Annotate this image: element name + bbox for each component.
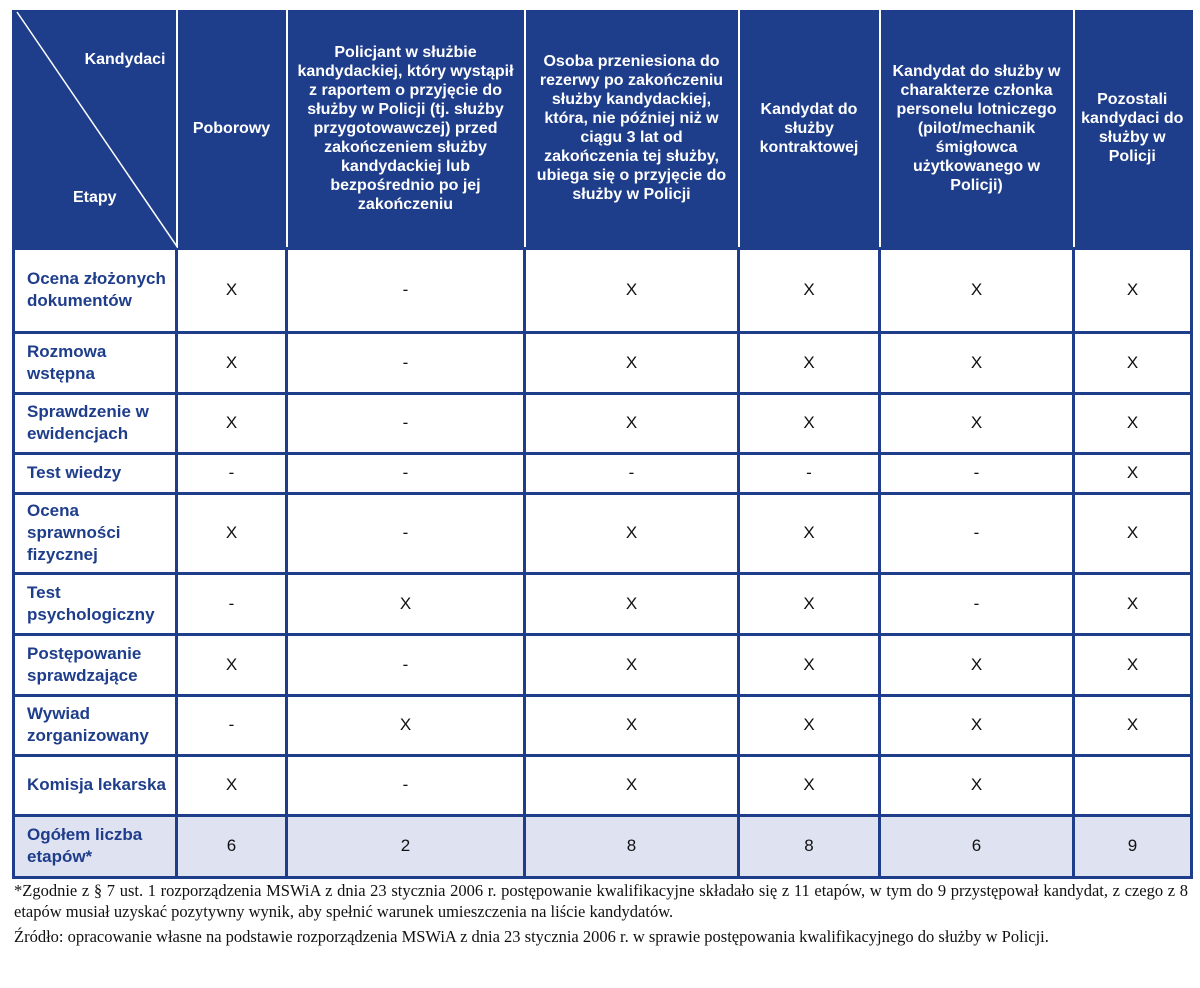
table-row: Wywiad zorganizowany - X X X X X [12,693,1193,757]
cell: X [175,246,288,334]
cell: - [285,451,526,495]
header-row: Kandydaci Etapy Poborowy Policjant w służ… [12,10,1193,250]
diagonal [16,11,178,248]
cell: X [175,391,288,455]
column-header: Kandydat do służby kontraktowej [738,10,881,250]
cell: X [737,753,881,817]
cell: X [1072,571,1193,636]
row-label: Komisja lekarska [12,753,178,817]
cell: X [175,753,288,817]
table-row: Test psychologiczny - X X X - X [12,571,1193,636]
total-cell: 8 [523,813,740,879]
corner-cell: Kandydaci Etapy [12,10,178,250]
cell: - [175,693,288,757]
total-cell: 6 [175,813,288,879]
cell: - [523,451,740,495]
cell: X [523,632,740,697]
table-row: Postępowanie sprawdzające X - X X X X [12,632,1193,697]
table-row: Ocena sprawności fizycznej X - X X - X [12,491,1193,575]
row-label: Test wiedzy [12,451,178,495]
cell: X [1072,330,1193,395]
footnotes: *Zgodnie z § 7 ust. 1 rozporządzenia MSW… [14,880,1188,951]
cell: X [523,753,740,817]
cell: X [1072,451,1193,495]
cell: X [175,491,288,575]
row-label: Sprawdzenie w ewidencjach [12,391,178,455]
cell: X [737,632,881,697]
corner-top: Kandydaci [84,51,166,68]
cell: - [285,491,526,575]
stages-table: Kandydaci Etapy Poborowy Policjant w służ… [12,10,1193,879]
cell: X [878,391,1075,455]
cell: - [285,632,526,697]
cell: - [175,451,288,495]
cell: X [737,246,881,334]
cell: - [285,246,526,334]
column-header: Osoba przeniesiona do rezerwy po zakończ… [524,10,740,250]
cell: X [1072,693,1193,757]
cell: X [737,693,881,757]
cell: X [737,491,881,575]
cell: - [737,451,881,495]
cell: X [878,246,1075,334]
cell: X [1072,246,1193,334]
cell: X [285,693,526,757]
row-label: Wywiad zorganizowany [12,693,178,757]
total-cell: 6 [878,813,1075,879]
cell: X [1072,391,1193,455]
cell: X [523,330,740,395]
cell: X [523,391,740,455]
cell: X [878,693,1075,757]
row-label: Test psychologiczny [12,571,178,636]
cell: - [878,491,1075,575]
cell: X [878,330,1075,395]
column-header: Poborowy [176,10,288,250]
footnote: Źródło: opracowanie własne na podstawie … [14,927,1049,946]
cell: - [285,330,526,395]
table-row: Rozmowa wstępna X - X X X X [12,330,1193,395]
total-cell: 8 [737,813,881,879]
cell: X [878,753,1075,817]
total-cell: 2 [285,813,526,879]
cell: X [523,246,740,334]
empty-cell [1072,753,1193,817]
corner-bottom: Etapy [73,188,117,206]
table-row: Test wiedzy - - - - - X [12,451,1193,495]
footnote: *Zgodnie z § 7 ust. 1 rozporządzenia MSW… [14,881,1188,921]
table-row: Komisja lekarska X - X X X [12,753,1193,817]
cell: - [285,753,526,817]
cell: X [737,571,881,636]
column-header: Kandydat do służby w charakterze członka… [879,10,1075,250]
row-label: Rozmowa wstępna [12,330,178,395]
cell: X [175,632,288,697]
cell: X [878,632,1075,697]
cell: X [523,571,740,636]
cell: X [285,571,526,636]
total-row: Ogółem liczba etapów* 6 2 8 8 6 9 [12,813,1193,879]
row-label: Postępowanie sprawdzające [12,632,178,697]
table-body: Ocena złożonych dokumentów X - X X X X Rozmowa … [12,246,1193,879]
row-label: Ocena złożonych dokumentów [12,246,178,334]
cell: - [175,571,288,636]
table-row: Ocena złożonych dokumentów X - X X X X [12,246,1193,334]
column-header: Policjant w służbie kandydackiej, który … [286,10,526,250]
row-label: Ocena sprawności fizycznej [12,491,178,575]
row-label: Ogółem liczba etapów* [12,813,178,879]
cell: - [878,451,1075,495]
column-header: Pozostali kandydaci do służby w Policji [1073,10,1193,250]
cell: - [285,391,526,455]
cell: X [1072,491,1193,575]
total-cell: 9 [1072,813,1193,879]
cell: X [737,330,881,395]
cell: X [175,330,288,395]
cell: X [523,491,740,575]
cell: X [523,693,740,757]
cell: X [1072,632,1193,697]
table-row: Sprawdzenie w ewidencjach X - X X X X [12,391,1193,455]
cell: X [737,391,881,455]
cell: - [878,571,1075,636]
